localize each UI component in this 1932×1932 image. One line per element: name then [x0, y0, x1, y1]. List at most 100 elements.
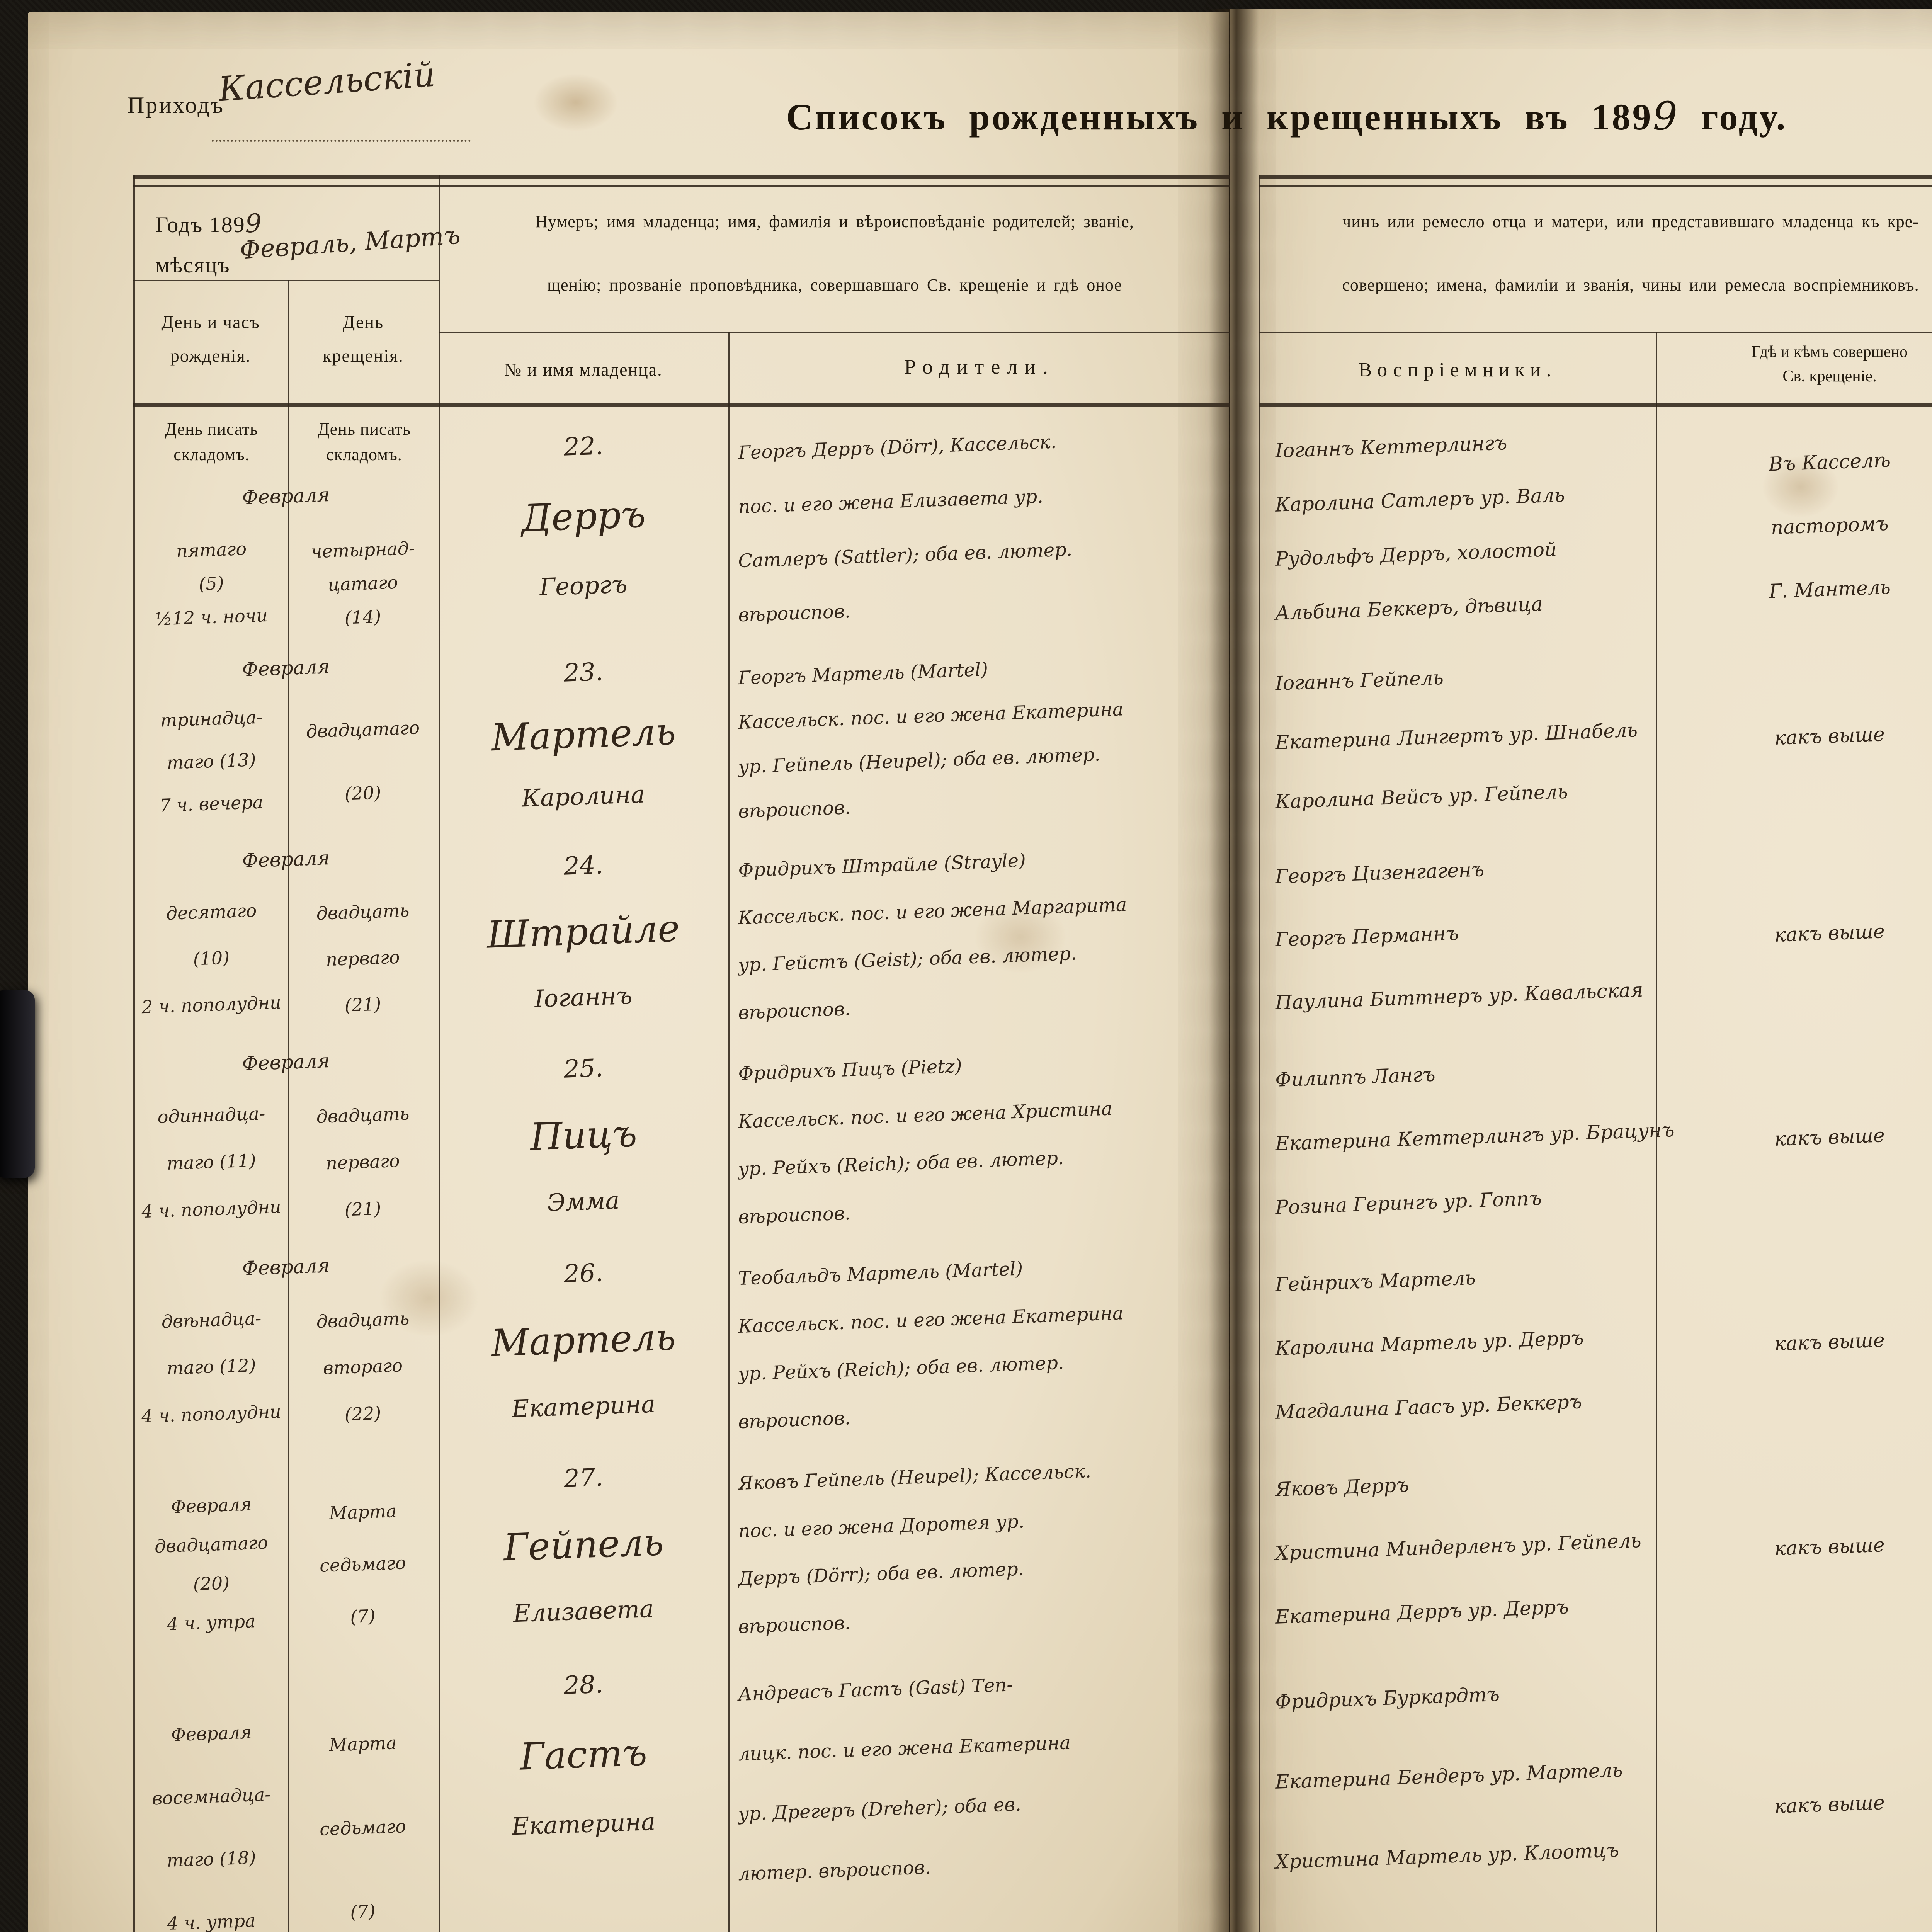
baptism-date-line: перваго: [289, 1149, 437, 1175]
parents-line: Кассельск. пос. и его жена Екатерина: [738, 694, 1227, 733]
parents-line: Георгъ Дерръ (Dörr), Кассельск.: [738, 425, 1227, 464]
performed-cell: какъ выше: [1658, 639, 1932, 833]
sponsor-line: Іоганнъ Гейпель: [1275, 659, 1650, 695]
sponsor-line: Филиппъ Лангъ: [1275, 1056, 1650, 1091]
baptism-date-line: цатаго: [289, 570, 437, 596]
sponsor-line: Каролина Мартель ур. Дерръ: [1275, 1324, 1650, 1360]
birth-date-cell: двѣнадца-таго (12) 4 ч. пополудни: [136, 1296, 287, 1437]
table-border: [1259, 332, 1932, 333]
birth-date-cell: Февраля двадцатаго (20) 4 ч. утра: [136, 1486, 287, 1642]
birth-date-line: (10): [136, 945, 287, 971]
performed-cell: Въ Касселѣ пасторомъ Г. Мантель: [1658, 410, 1932, 641]
baptism-date-line: седьмаго: [289, 1815, 437, 1840]
birth-date-line: восемнадца-: [136, 1783, 287, 1810]
child-surname: Гастъ: [519, 1731, 648, 1778]
birth-date-line: 4 ч. утра: [136, 1909, 287, 1932]
parents-line: ур. Дрегеръ (Dreher); оба ев.: [738, 1786, 1227, 1825]
sponsors-cell: Филиппъ Лангъ Екатерина Кеттерлингъ ур. Б…: [1275, 1041, 1650, 1233]
entry-number: 25.: [563, 1054, 604, 1084]
parents-line: ур. Гейпель (Heupel); оба ев. лютер.: [738, 739, 1227, 777]
child-surname: Штрайле: [486, 906, 681, 956]
sponsors-cell: Яковъ Дерръ Христина Миндерленъ ур. Гейпе…: [1275, 1451, 1650, 1642]
baptism-date-cell: двадцать перваго (21): [289, 889, 437, 1028]
column-header-birth: День и часъ рожденія.: [135, 305, 286, 373]
birth-date-line: таго (13): [136, 748, 287, 774]
table-border: [728, 332, 730, 1932]
note-write-in-words-birth: День писать складомъ.: [139, 417, 284, 468]
performed-line: какъ выше: [1774, 920, 1885, 946]
birth-date-line: (5): [136, 570, 287, 597]
baptism-date-cell: двадцатаго (20): [289, 697, 437, 825]
sponsors-cell: Фридрихъ Буркардтъ Екатерина Бендеръ ур. …: [1275, 1656, 1650, 1895]
table-border: [133, 185, 1230, 187]
performed-cell: какъ выше: [1658, 1648, 1932, 1932]
performed-line: какъ выше: [1774, 1329, 1885, 1355]
performed-cell: какъ выше: [1658, 1443, 1932, 1650]
month-label: мѣсяцъ: [155, 252, 230, 278]
sponsor-line: Іоганнъ Кеттерлингъ: [1275, 427, 1650, 462]
table-border: [133, 175, 1230, 179]
parents-line: вѣроиспов.: [738, 587, 1227, 626]
birth-date-line: тринадца-: [136, 706, 287, 732]
parents-line: вѣроиспов.: [738, 1394, 1227, 1433]
column-header-performed-line: Гдѣ и кѣмъ совершено: [1658, 340, 1932, 364]
column-header-performed: Гдѣ и кѣмъ совершено Св. крещеніе.: [1658, 340, 1932, 389]
birth-date-line: (20): [136, 1570, 287, 1597]
birth-date-cell: тринадца-таго (13) 7 ч. вечера: [136, 697, 287, 825]
birth-date-line: 4 ч. пополудни: [136, 1401, 287, 1427]
child-surname: Пицъ: [529, 1112, 638, 1159]
table-border: [439, 175, 440, 1932]
baptism-date-line: (22): [289, 1401, 437, 1427]
parents-line: вѣроиспов.: [738, 985, 1227, 1024]
child-given-name: Георгъ: [539, 570, 628, 601]
title-prefix: Списокъ рожденныхъ и крещенныхъ въ 189: [786, 96, 1653, 138]
column-header-birth-line: День и часъ: [135, 305, 286, 339]
title-suffix: году.: [1679, 96, 1787, 138]
right-main-header-line2: совершено; имена, фамиліи и званія, чины…: [1271, 275, 1932, 295]
baptism-date-cell: четырнад-цатаго (14): [289, 533, 437, 634]
column-header-baptism-line: крещенія.: [290, 339, 437, 372]
parents-line: Фридрихъ Пицъ (Pietz): [738, 1046, 1227, 1085]
baptism-date-line: двадцать: [289, 899, 437, 925]
parents-line: Георгъ Мартель (Martel): [738, 650, 1227, 689]
child-surname: Гейпель: [503, 1520, 664, 1569]
sponsor-line: Екатерина Лингертъ ур. Шнабель: [1275, 718, 1650, 754]
parents-line: Сатлеръ (Sattler); оба ев. лютер.: [738, 533, 1227, 572]
child-surname: Мартель: [490, 1315, 677, 1365]
birth-date-line: 4 ч. пополудни: [136, 1196, 287, 1222]
child-name-cell: 26. Мартель Екатерина: [440, 1244, 726, 1435]
performed-line: пасторомъ: [1770, 512, 1889, 539]
performed-line: какъ выше: [1774, 723, 1885, 749]
baptism-date-line: двадцать: [289, 1102, 437, 1128]
parents-line: пос. и его жена Елизавета ур.: [738, 479, 1227, 518]
baptism-date-line: втораго: [289, 1354, 437, 1380]
performed-line: какъ выше: [1774, 1534, 1885, 1560]
baptism-date-line: (7): [289, 1603, 437, 1629]
sponsor-line: Христина Мартель ур. Клоотцъ: [1275, 1838, 1650, 1873]
birth-date-line: ½12 ч. ночи: [136, 604, 287, 630]
year-label: Годъ 1899: [155, 209, 262, 238]
sponsors-cell: Іоганнъ Кеттерлингъ Каролина Сатлеръ ур. …: [1275, 417, 1650, 634]
page-title: Списокъ рожденныхъ и крещенныхъ въ 1899 …: [680, 94, 1893, 139]
table-border: [1259, 175, 1260, 1932]
performed-line: какъ выше: [1774, 1791, 1885, 1818]
note-line: День писать: [139, 417, 284, 442]
entry-number: 26.: [563, 1259, 604, 1289]
sponsor-line: Екатерина Кеттерлингъ ур. Брацунъ: [1275, 1119, 1650, 1155]
baptism-date-line: Марта: [289, 1731, 437, 1757]
note-line: День писать: [292, 417, 437, 442]
birth-date-line: таго (18): [136, 1846, 287, 1872]
parents-line: Теобальдъ Мартель (Martel): [738, 1251, 1227, 1289]
sponsor-line: Екатерина Дерръ ур. Дерръ: [1275, 1593, 1650, 1628]
parents-line: Фридрихъ Штрайле (Strayle): [738, 843, 1227, 881]
baptism-date-line: (21): [289, 1196, 437, 1222]
birth-date-line: двадцатаго: [136, 1531, 287, 1558]
parents-line: Кассельск. пос. и его жена Христина: [738, 1094, 1227, 1133]
child-given-name: Екатерина: [511, 1807, 656, 1840]
parents-line: Кассельск. пос. и его жена Маргарита: [738, 890, 1227, 929]
sponsors-cell: Гейнрихъ Мартель Каролина Мартель ур. Дер…: [1275, 1246, 1650, 1437]
table-border: [133, 175, 135, 1932]
child-name-cell: 28. Гастъ Екатерина: [440, 1654, 726, 1855]
birth-date-line: таго (11): [136, 1149, 287, 1175]
